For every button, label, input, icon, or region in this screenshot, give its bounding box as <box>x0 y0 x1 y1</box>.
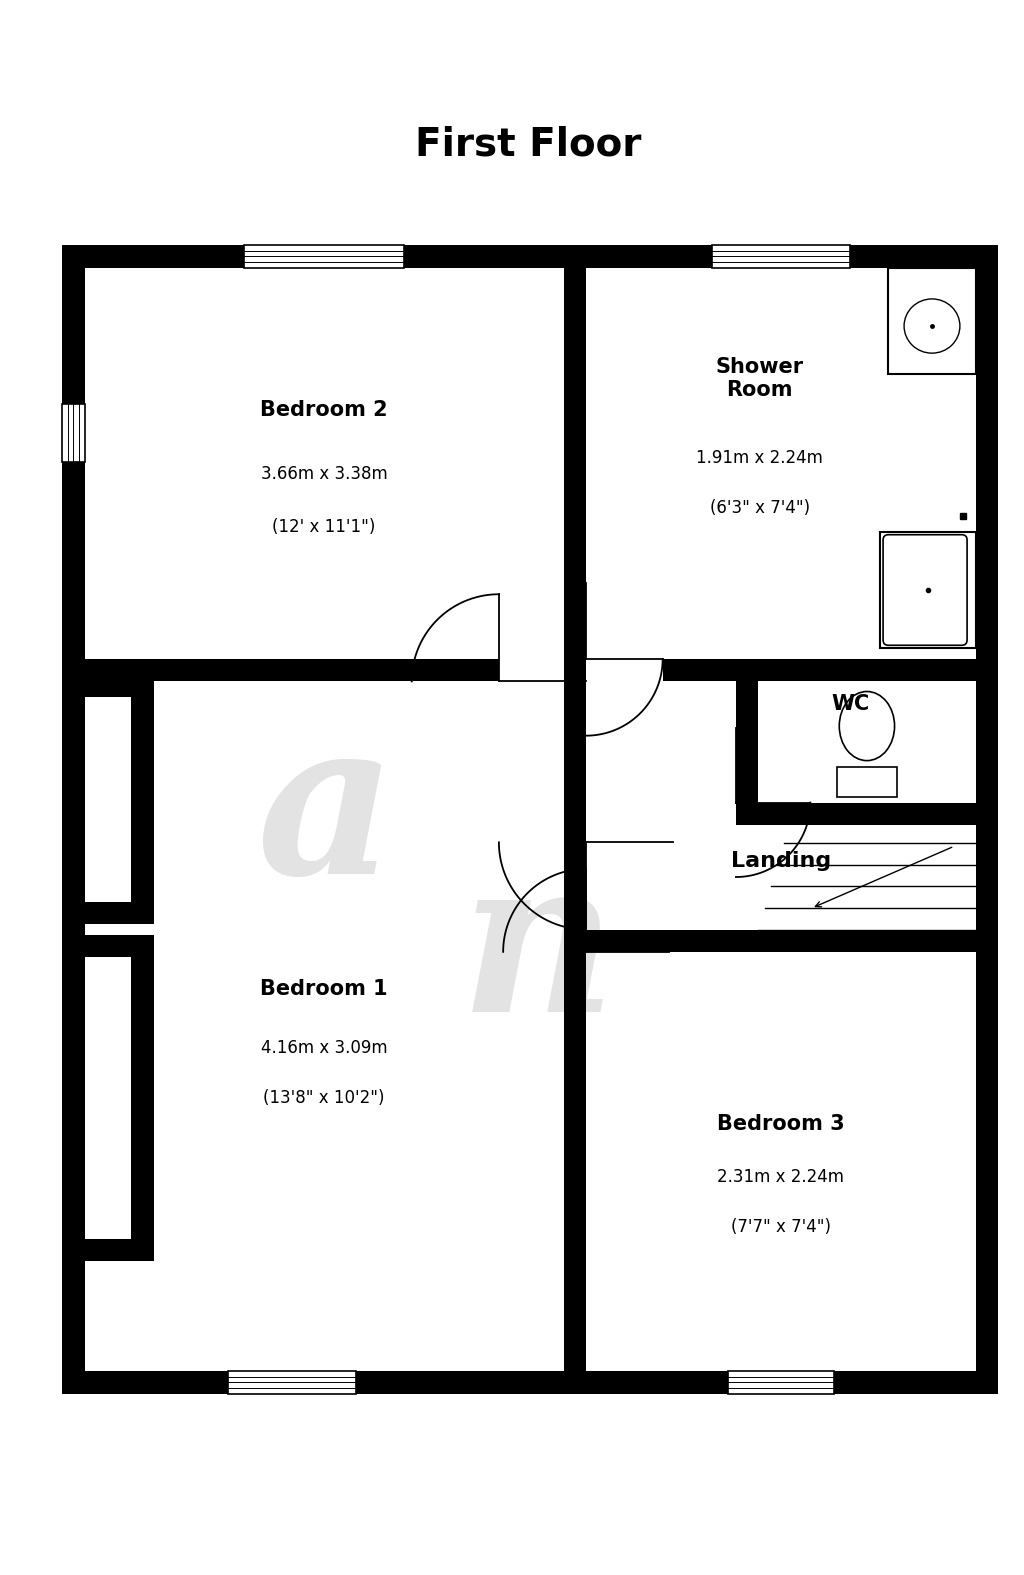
Text: (6'3" x 7'4"): (6'3" x 7'4") <box>710 499 810 517</box>
Bar <box>880 531 976 649</box>
Bar <box>85 658 499 682</box>
Bar <box>976 246 998 268</box>
Text: First Floor: First Floor <box>415 126 641 164</box>
Bar <box>131 936 154 1262</box>
Bar <box>85 676 154 698</box>
Bar <box>586 929 669 951</box>
Bar <box>663 658 685 682</box>
Bar <box>564 1372 998 1394</box>
Bar <box>85 902 154 925</box>
Bar <box>476 658 499 682</box>
Bar <box>62 246 85 268</box>
Bar <box>85 246 976 268</box>
Bar <box>62 1372 586 1394</box>
Bar <box>131 676 154 925</box>
Text: 1.91m x 2.24m: 1.91m x 2.24m <box>696 449 823 468</box>
Bar <box>889 268 976 373</box>
Text: (12' x 11'1"): (12' x 11'1") <box>272 518 376 536</box>
Bar <box>712 246 850 268</box>
Text: Landing: Landing <box>731 850 830 871</box>
Bar <box>669 929 976 951</box>
Text: 4.16m x 3.09m: 4.16m x 3.09m <box>261 1038 387 1057</box>
Bar <box>62 403 85 463</box>
Text: Shower
Room: Shower Room <box>716 356 804 400</box>
Text: (7'7" x 7'4"): (7'7" x 7'4") <box>731 1219 830 1236</box>
Bar <box>62 246 998 268</box>
Text: 3.66m x 3.38m: 3.66m x 3.38m <box>261 465 387 484</box>
Bar <box>85 936 154 958</box>
Bar <box>663 658 976 682</box>
Bar <box>228 1372 356 1394</box>
Bar <box>564 268 586 1372</box>
Bar <box>62 246 998 268</box>
Text: WC: WC <box>831 695 870 715</box>
Text: n: n <box>461 847 616 1057</box>
Bar <box>736 803 833 825</box>
Bar <box>62 268 85 1394</box>
Text: 2.31m x 2.24m: 2.31m x 2.24m <box>718 1169 845 1186</box>
Bar <box>85 1238 154 1262</box>
Text: Bedroom 2: Bedroom 2 <box>260 400 388 421</box>
Bar <box>736 658 758 825</box>
Text: a: a <box>256 710 395 918</box>
Bar <box>245 246 403 268</box>
Bar <box>838 767 897 797</box>
Text: Bedroom 3: Bedroom 3 <box>717 1115 845 1134</box>
Bar <box>833 803 976 825</box>
Bar <box>728 1372 834 1394</box>
Bar <box>976 268 998 1394</box>
Text: Bedroom 1: Bedroom 1 <box>260 980 388 999</box>
Text: (13'8" x 10'2"): (13'8" x 10'2") <box>263 1088 385 1107</box>
